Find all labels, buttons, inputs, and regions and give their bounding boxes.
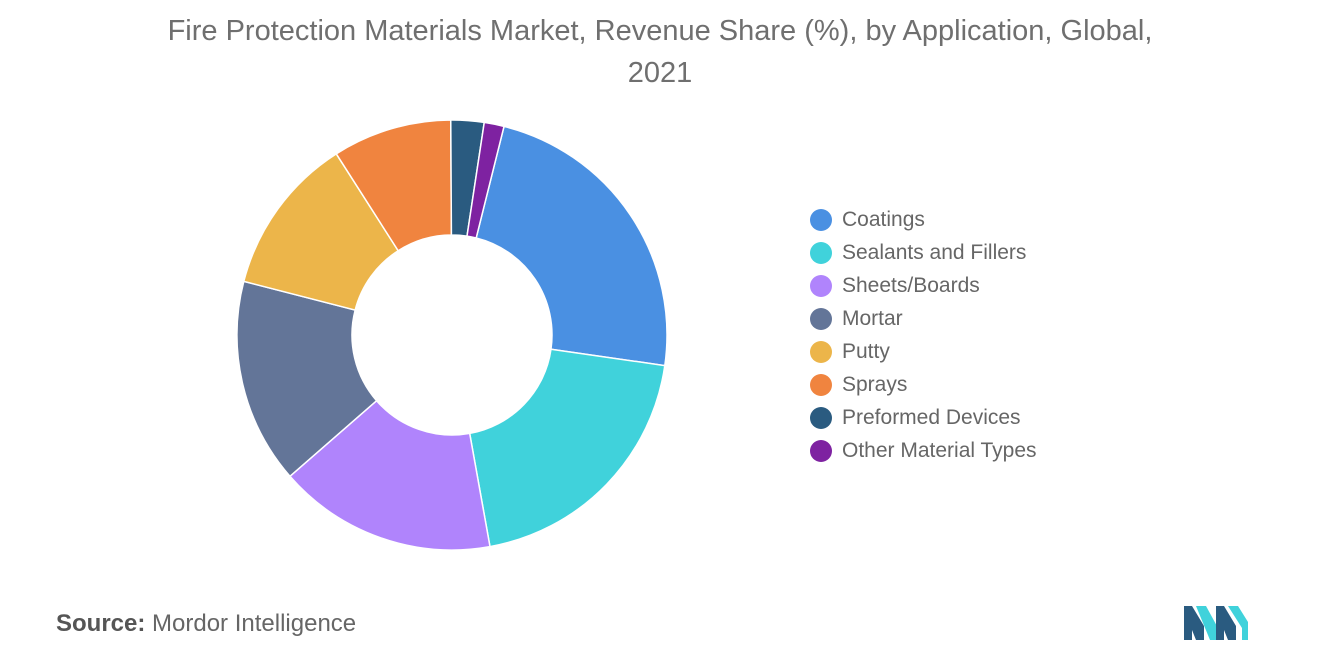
legend-label-preformed-devices: Preformed Devices [842, 405, 1021, 429]
legend-label-other-material-types: Other Material Types [842, 438, 1037, 462]
chart-title-line-2: 2021 [627, 57, 693, 89]
legend-item-putty: Putty [810, 335, 1130, 368]
source-label: Source: [56, 610, 146, 637]
legend-label-putty: Putty [842, 339, 890, 363]
legend-item-mortar: Mortar [810, 302, 1130, 335]
chart-title-line-1: Fire Protection Materials Market, Revenu… [167, 15, 1153, 47]
source-text: Mordor Intelligence [152, 610, 357, 637]
source-note: Source: Mordor Intelligence [56, 610, 356, 638]
legend-item-sealants-and-fillers: Sealants and Fillers [810, 236, 1130, 269]
legend-swatch-preformed-devices [810, 406, 832, 429]
legend-swatch-putty [810, 340, 832, 363]
legend-item-preformed-devices: Preformed Devices [810, 401, 1130, 434]
donut-slice-coatings [475, 125, 668, 367]
legend-swatch-sheets-boards [810, 274, 832, 297]
legend-swatch-sealants-and-fillers [810, 241, 832, 264]
legend-swatch-mortar [810, 307, 832, 330]
legend-label-mortar: Mortar [842, 306, 903, 330]
legend-swatch-sprays [810, 373, 832, 396]
legend-item-sheets-boards: Sheets/Boards [810, 269, 1130, 302]
mordor-intelligence-logo-icon [1184, 606, 1248, 640]
legend-swatch-other-material-types [810, 439, 832, 462]
legend-label-coatings: Coatings [842, 207, 925, 231]
donut-slice-mortar [236, 280, 378, 478]
donut-slice-sheets-boards [288, 399, 491, 551]
legend-item-coatings: Coatings [810, 203, 1130, 236]
donut-slice-sealants-and-fillers [468, 348, 666, 548]
legend-item-sprays: Sprays [810, 368, 1130, 401]
donut-slice-other-material-types [466, 121, 505, 239]
chart-legend: Coatings Sealants and Fillers Sheets/Board… [810, 203, 1130, 467]
chart-title: Fire Protection Materials Market, Revenu… [0, 10, 1320, 94]
legend-label-sealants-and-fillers: Sealants and Fillers [842, 240, 1027, 264]
legend-label-sheets-boards: Sheets/Boards [842, 273, 980, 297]
legend-item-other-material-types: Other Material Types [810, 434, 1130, 467]
legend-swatch-coatings [810, 208, 832, 231]
legend-label-sprays: Sprays [842, 372, 908, 396]
